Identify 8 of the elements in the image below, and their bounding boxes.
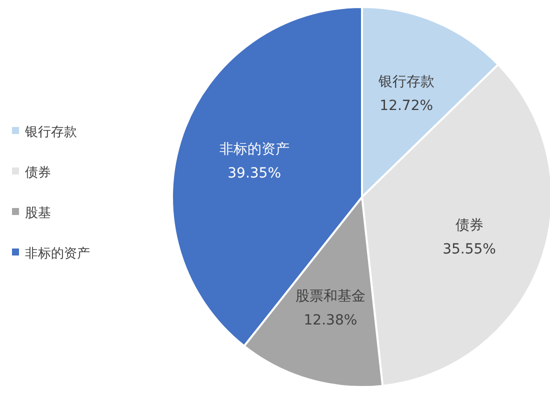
legend-label: 非标的资产 [25,246,90,262]
data-label: 债券 35.55% [442,218,496,258]
data-label: 非标的资产 39.35% [219,142,290,182]
legend-label: 银行存款 [24,125,77,140]
legend-label: 股基 [25,206,51,221]
data-label: 股票和基金 12.38% [295,288,366,329]
legend-label: 债券 [25,166,51,180]
data-label: 银行存款 12.72% [377,74,434,114]
